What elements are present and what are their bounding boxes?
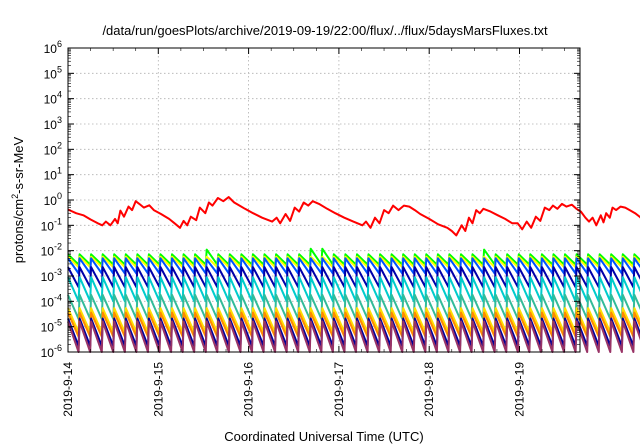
y-tick-label: 104 [44,90,62,107]
y-tick-mantissa: 10 [41,219,55,233]
y-tick-mantissa: 10 [44,194,58,208]
series-line [67,276,640,303]
series-line [67,320,640,353]
y-axis-label-post: -s-sr-MeV [11,136,26,193]
series-line [67,196,640,237]
y-tick-label: 106 [44,39,62,56]
series-line [67,311,640,338]
y-tick-exponent: 4 [57,90,62,100]
x-axis-label: Coordinated Universal Time (UTC) [224,429,423,444]
y-axis-label: protons/cm2-s-sr-MeV [10,136,26,263]
y-tick-exponent: -3 [54,267,62,277]
y-tick-mantissa: 10 [44,118,58,132]
x-tick-label: 2019-9-19 [513,362,527,417]
y-tick-exponent: 5 [57,64,62,74]
y-tick-mantissa: 10 [44,93,58,107]
y-tick-label: 10-3 [41,267,62,284]
x-tick-label: 2019-9-15 [151,362,165,417]
grid-lines [68,48,580,352]
y-axis-ticks: 10-610-510-410-310-210-11001011021031041… [41,39,580,360]
chart-title: /data/run/goesPlots/archive/2019-09-19/2… [102,23,548,38]
data-series [67,196,640,353]
y-tick-label: 105 [44,64,62,81]
y-tick-mantissa: 10 [41,270,55,284]
y-tick-exponent: 3 [57,115,62,125]
y-tick-mantissa: 10 [41,321,55,335]
y-tick-label: 103 [44,115,62,132]
y-tick-exponent: 0 [57,191,62,201]
y-tick-exponent: -2 [54,242,62,252]
series-line [67,247,640,266]
y-tick-label: 10-1 [41,216,62,233]
y-tick-label: 10-6 [41,343,62,360]
y-tick-exponent: -1 [54,216,62,226]
y-tick-mantissa: 10 [44,143,58,157]
y-tick-mantissa: 10 [44,67,58,81]
x-tick-label: 2019-9-17 [332,362,346,417]
y-tick-exponent: 1 [57,166,62,176]
y-tick-label: 102 [44,140,62,157]
y-tick-mantissa: 10 [41,245,55,259]
y-tick-exponent: 2 [57,140,62,150]
y-tick-label: 10-4 [41,292,62,309]
series-line [67,257,640,275]
y-tick-exponent: -5 [54,318,62,328]
y-tick-label: 10-5 [41,318,62,335]
y-tick-mantissa: 10 [44,42,58,56]
series-line [67,255,640,269]
y-tick-label: 101 [44,166,62,183]
y-axis-label-sup: 2 [10,194,20,199]
y-tick-mantissa: 10 [44,169,58,183]
y-tick-label: 10-2 [41,242,62,259]
x-tick-label: 2019-9-18 [422,362,436,417]
series-line [67,317,640,348]
y-axis-label-pre: protons/cm [11,199,26,263]
series-line [67,307,640,334]
x-tick-label: 2019-9-16 [242,362,256,417]
y-tick-label: 100 [44,191,62,208]
y-tick-mantissa: 10 [41,295,55,309]
series-line [67,266,640,289]
y-tick-exponent: -4 [54,292,62,302]
y-tick-exponent: 6 [57,39,62,49]
x-tick-label: 2019-9-14 [61,362,75,417]
x-axis-ticks: 2019-9-14 2019-9-15 2019-9-16 2019-9-17 2019… [61,48,565,417]
series-line [67,293,640,320]
y-tick-exponent: -6 [54,343,62,353]
y-tick-mantissa: 10 [41,346,55,360]
